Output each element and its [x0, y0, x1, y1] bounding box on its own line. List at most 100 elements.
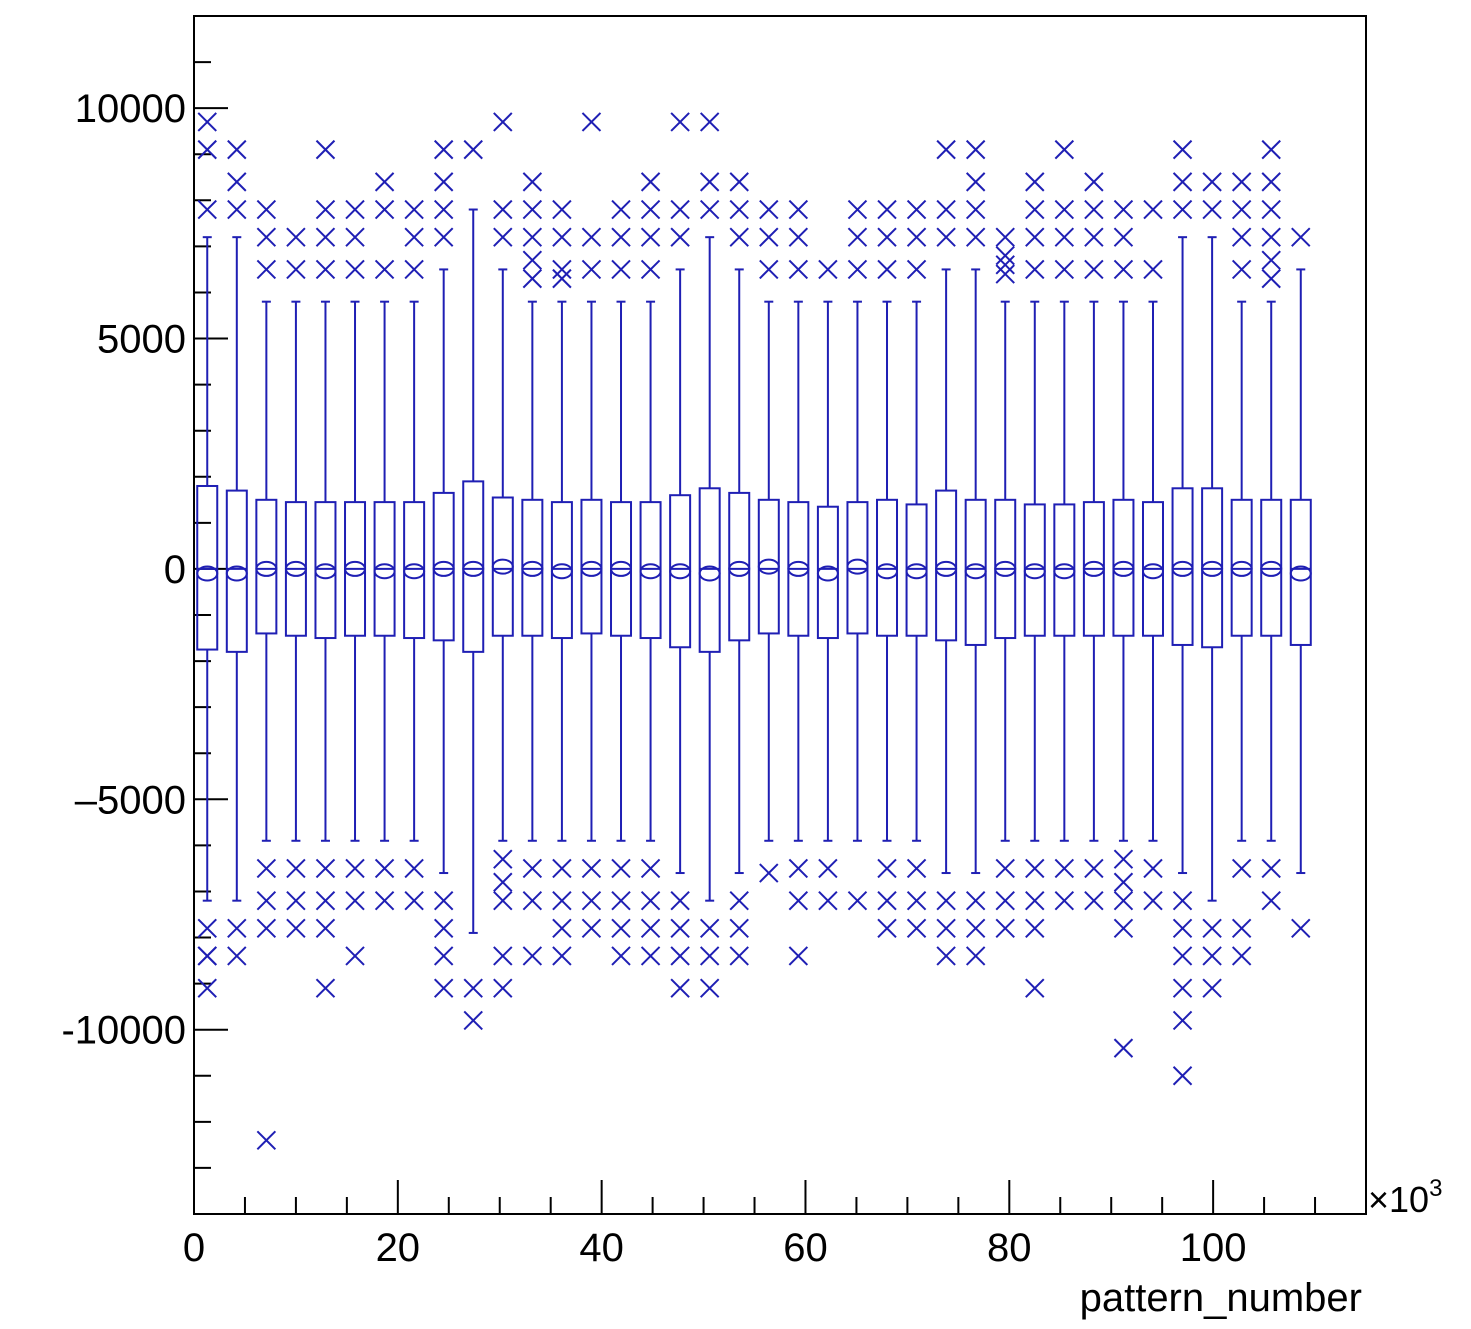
iqr-box — [462, 480, 485, 653]
outlier-stroke — [1084, 199, 1104, 220]
outlier-stroke — [759, 259, 779, 280]
outlier-stroke — [227, 139, 247, 160]
mean-marker — [728, 560, 751, 577]
outlier-marker — [197, 918, 217, 939]
outlier-marker — [847, 890, 868, 911]
outlier-stroke — [256, 227, 277, 247]
outlier-marker — [670, 199, 690, 220]
iqr-box — [669, 494, 692, 649]
outlier-stroke — [286, 227, 306, 247]
outlier-stroke — [345, 946, 365, 966]
outlier-marker — [315, 227, 336, 247]
outlier-marker — [1084, 199, 1104, 220]
outlier-marker — [1231, 858, 1252, 879]
box — [225, 139, 248, 966]
box — [1171, 139, 1194, 1086]
outlier-marker — [729, 172, 749, 192]
iqr-box — [876, 498, 899, 637]
outlier-marker — [1172, 978, 1193, 998]
outlier-marker — [1261, 227, 1281, 247]
outlier-marker — [256, 259, 277, 280]
outlier-stroke — [493, 849, 513, 869]
outlier-marker — [1025, 858, 1045, 879]
outlier-marker — [995, 255, 1015, 275]
mean-marker — [314, 563, 337, 580]
outlier-marker — [1113, 890, 1134, 911]
outlier-marker — [197, 139, 217, 160]
iqr-box — [403, 501, 426, 640]
outlier-marker — [995, 227, 1015, 247]
outlier-marker — [522, 946, 543, 966]
outlier-stroke — [286, 918, 306, 939]
outlier-marker — [315, 259, 336, 280]
outlier-marker — [877, 259, 897, 280]
outlier-stroke — [729, 172, 749, 192]
outlier-marker — [670, 946, 690, 966]
outlier-stroke — [1202, 918, 1222, 939]
outlier-stroke — [374, 259, 395, 280]
outlier-marker — [256, 227, 277, 247]
outlier-stroke — [759, 199, 779, 220]
box — [846, 199, 869, 911]
outlier-marker — [1172, 1010, 1193, 1031]
mean-marker — [1112, 560, 1135, 577]
outlier-stroke — [493, 946, 513, 966]
outlier-stroke — [699, 112, 720, 132]
mean-marker — [344, 560, 367, 577]
outlier-stroke — [729, 890, 749, 911]
outlier-marker — [1291, 918, 1311, 939]
box — [964, 139, 987, 966]
outlier-stroke — [936, 918, 956, 939]
plot-frame — [193, 15, 1367, 1215]
outlier-marker — [1202, 946, 1222, 966]
outlier-stroke — [522, 890, 543, 911]
outlier-marker — [463, 1010, 483, 1031]
outlier-marker — [552, 890, 572, 911]
outlier-marker — [493, 890, 513, 911]
outlier-stroke — [404, 890, 424, 911]
outlier-stroke — [345, 858, 365, 879]
mean-marker — [994, 560, 1017, 577]
outlier-stroke — [1025, 172, 1045, 192]
outlier-marker — [1231, 259, 1252, 280]
outlier-stroke — [1084, 172, 1104, 192]
outlier-marker — [433, 199, 454, 220]
outlier-stroke — [640, 172, 661, 192]
outlier-stroke — [522, 946, 543, 966]
box — [994, 227, 1017, 939]
outlier-marker — [1143, 199, 1163, 220]
outlier-marker — [818, 890, 838, 911]
outlier-marker — [581, 112, 602, 132]
outlier-stroke — [611, 858, 631, 879]
outlier-stroke — [877, 858, 897, 879]
outlier-stroke — [1054, 227, 1075, 247]
outlier-marker — [818, 858, 838, 879]
mean-marker — [1289, 565, 1312, 582]
outlier-marker — [522, 227, 543, 247]
outlier-stroke — [1261, 139, 1281, 160]
iqr-box — [935, 489, 958, 642]
outlier-stroke — [552, 259, 572, 280]
box — [1201, 172, 1224, 998]
outlier-stroke — [1113, 918, 1134, 939]
outlier-marker — [197, 199, 217, 220]
x-tick-label: 60 — [783, 1226, 828, 1270]
outlier-stroke — [1113, 227, 1134, 247]
outlier-marker — [788, 227, 809, 247]
mean-marker — [373, 563, 396, 580]
outlier-stroke — [493, 112, 513, 132]
outlier-marker — [1202, 918, 1222, 939]
outlier-marker — [197, 112, 217, 132]
outlier-stroke — [552, 946, 572, 966]
outlier-stroke — [1113, 1038, 1134, 1058]
outlier-stroke — [1172, 139, 1193, 160]
outlier-marker — [1172, 918, 1193, 939]
outlier-marker — [433, 139, 454, 160]
outlier-stroke — [1231, 172, 1252, 192]
outlier-marker — [965, 227, 986, 247]
outlier-marker — [640, 858, 661, 879]
outlier-marker — [670, 978, 690, 998]
x-axis-title: pattern_number — [1080, 1276, 1362, 1320]
outlier-marker — [670, 890, 690, 911]
